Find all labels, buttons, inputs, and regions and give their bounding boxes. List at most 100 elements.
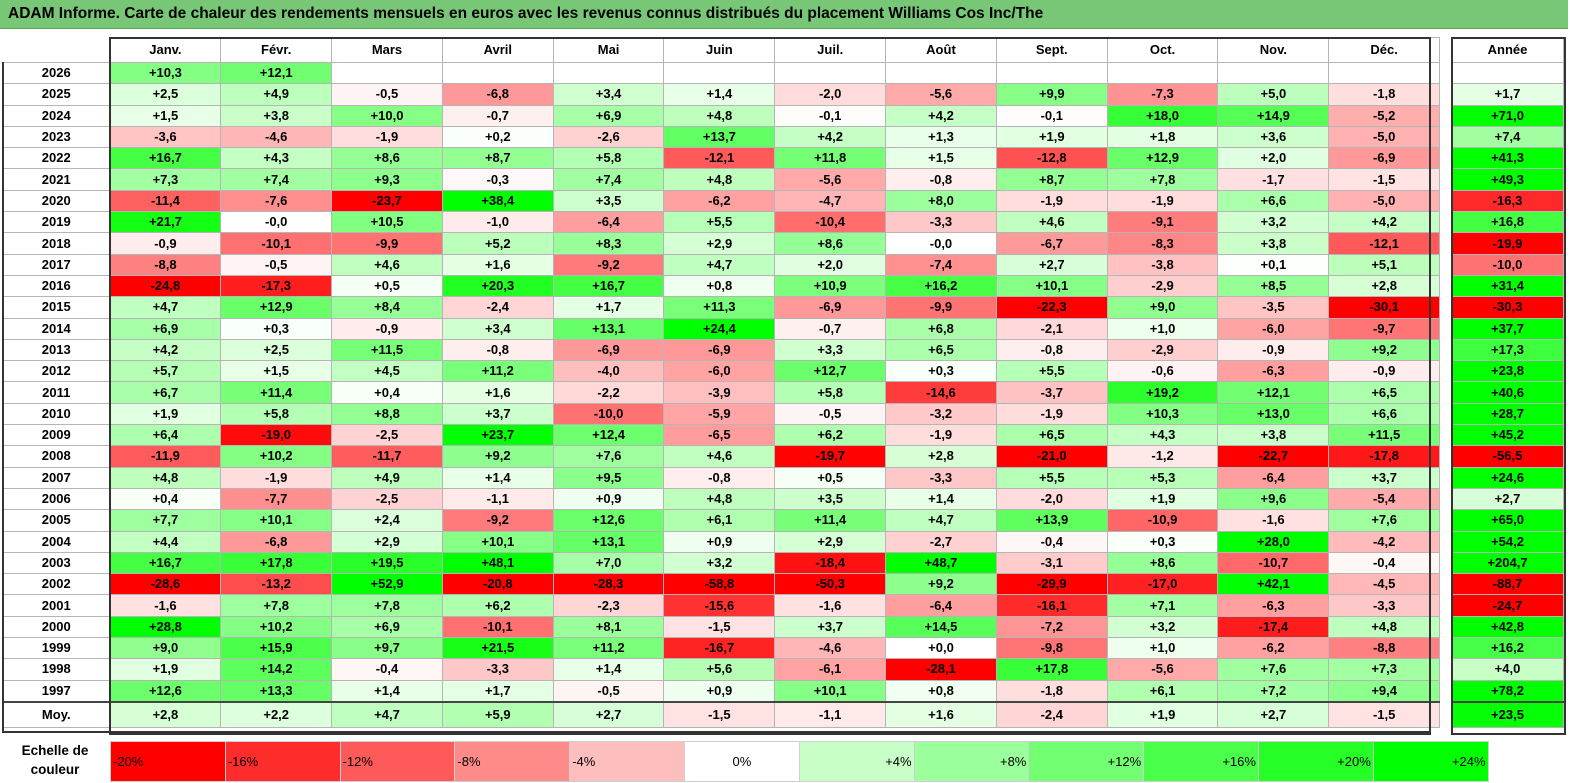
heatmap-cell: +13,0 [1217,402,1330,426]
header-corner [2,37,111,63]
heatmap-cell: -1,6 [109,594,222,617]
color-scale-step: -8% [454,741,571,782]
annual-row: +78,2 [1451,679,1564,703]
heatmap-cell: -10,9 [1106,509,1219,532]
average-cell: -2,4 [995,700,1108,728]
heatmap-cell: -6,3 [1217,594,1330,617]
heatmap-cell: +7,7 [109,509,222,532]
table-row: 2001 -1,6 +7,8 +7,8 +6,2 -2,3 -15,6 -1,6 -6,4 -16… [2,594,1441,617]
heatmap-cell: +11,4 [774,509,887,532]
heatmap-cell: +9,3 [331,168,443,191]
table-row: 2018 -0,9 -10,1 -9,9 +5,2 +8,3 +2,9 +8,6 -0,0 -6,… [2,232,1441,255]
annual-cell: +45,2 [1451,424,1564,447]
heatmap-cell: -6,9 [774,296,887,319]
heatmap-cell: -0,7 [441,104,554,127]
heatmap-cell: +6,2 [441,594,554,617]
heatmap-cell: -4,7 [774,189,887,213]
month-header-9: Sept. [995,37,1108,63]
year-label: 2012 [2,360,111,383]
heatmap-cell: +15,9 [220,637,333,660]
heatmap-cell: +48,1 [441,551,554,575]
heatmap-cell: +16,2 [885,274,997,298]
heatmap-cell: -17,8 [1328,445,1441,468]
annual-cell: +24,6 [1451,466,1564,489]
color-scale-step: +12% [1028,741,1145,782]
heatmap-cell: +0,5 [331,274,443,298]
heatmap-cell: +7,3 [109,168,222,191]
heatmap-cell: +3,7 [774,615,887,639]
heatmap-cell: -4,0 [552,360,665,383]
annual-cell: -19,9 [1451,232,1564,255]
heatmap-cell: -6,7 [995,232,1108,255]
heatmap-cell: +4,9 [331,466,443,489]
annual-row: +4,0 [1451,658,1564,681]
heatmap-cell: +11,2 [552,637,665,660]
heatmap-cell: +10,5 [331,211,443,234]
year-label: 2020 [2,189,111,213]
heatmap-cell: -14,6 [885,381,997,404]
month-header-5: Mai [552,37,665,63]
heatmap-cell: -6,3 [1217,360,1330,383]
color-scale-row: -20% -16% -12% -8% -4% 0% +4% +8% +12% +16% +20% +2… [110,741,1489,782]
heatmap-cell: -8,8 [109,253,222,276]
heatmap-cell: +7,8 [331,594,443,617]
heatmap-cell: +7,6 [552,445,665,468]
annual-cell [1451,61,1564,85]
heatmap-cell: -50,3 [774,573,887,596]
heatmap-cell: +6,1 [1106,679,1219,703]
year-label: 2004 [2,530,111,553]
heatmap-cell: +17,8 [995,658,1108,681]
heatmap-cell: -5,0 [1328,125,1441,149]
heatmap-cell: -18,4 [774,551,887,575]
color-scale-table: -20% -16% -12% -8% -4% 0% +4% +8% +12% +16% +20% +2… [110,741,1489,782]
month-header-1: Janv. [109,37,222,63]
table-row: 2006 +0,4 -7,7 -2,5 -1,1 +0,9 +4,8 +3,5 +1,4 -2,0… [2,487,1441,511]
annual-row: -56,5 [1451,445,1564,468]
table-row: 2011 +6,7 +11,4 +0,4 +1,6 -2,2 -3,9 +5,8 -14,6 -3… [2,381,1441,404]
heatmap-cell: +9,9 [995,83,1108,106]
heatmap-cell: -1,6 [1217,509,1330,532]
heatmap-cell: +6,5 [1328,381,1441,404]
heatmap-cell: +7,8 [220,594,333,617]
heatmap-cell: -7,7 [220,487,333,511]
heatmap-cell: +5,5 [995,360,1108,383]
heatmap-cell: +6,8 [885,317,997,340]
heatmap-cell: +8,6 [1106,551,1219,575]
heatmap-cell: +11,5 [331,338,443,362]
average-row: Moy. +2,8 +2,2 +4,7 +5,9 +2,7 -1,5 -1,1 +1,6 -2,4… [2,700,1441,728]
table-row: 2021 +7,3 +7,4 +9,3 -0,3 +7,4 +4,8 -5,6 -0,8 +8,7… [2,168,1441,191]
heatmap-cell: +10,2 [220,445,333,468]
heatmap-cell: +28,8 [109,615,222,639]
table-row: 2023 -3,6 -4,6 -1,9 +0,2 -2,6 +13,7 +4,2 +1,3 +1,… [2,125,1441,149]
heatmap-cell: +1,5 [220,360,333,383]
average-label: Moy. [2,700,111,728]
color-scale-step: +20% [1257,741,1374,782]
table-row: 2007 +4,8 -1,9 +4,9 +1,4 +9,5 -0,8 +0,5 -3,3 +5,5… [2,466,1441,489]
table-row: 2026 +10,3 +12,1 [2,61,1441,85]
heatmap-cell: +52,9 [331,573,443,596]
heatmap-cell: +4,2 [885,104,997,127]
heatmap-cell: -58,8 [663,573,776,596]
heatmap-cell: -6,8 [220,530,333,553]
heatmap-cell: +4,5 [331,360,443,383]
heatmap-cell: +5,5 [663,211,776,234]
heatmap-cell: -0,7 [774,317,887,340]
color-scale-step: -4% [569,741,685,782]
year-label: 2009 [2,424,111,447]
heatmap-cell: +12,7 [774,360,887,383]
annual-cell: +42,8 [1451,615,1564,639]
heatmap-cell: +9,2 [441,445,554,468]
heatmap-cell: +8,4 [331,296,443,319]
heatmap-cell: +6,5 [885,338,997,362]
heatmap-cell: -6,4 [1217,466,1330,489]
heatmap-cell: -0,6 [1106,360,1219,383]
heatmap-cell: -0,1 [774,104,887,127]
heatmap-cell: +1,0 [1106,637,1219,660]
heatmap-cell: -0,9 [1217,338,1330,362]
heatmap-cell: +0,2 [441,125,554,149]
annual-cell: +28,7 [1451,402,1564,426]
heatmap-cell: -2,0 [774,83,887,106]
heatmap-cell: +0,9 [552,487,665,511]
heatmap-cell: -17,0 [1106,573,1219,596]
color-scale-step: 0% [683,741,800,782]
